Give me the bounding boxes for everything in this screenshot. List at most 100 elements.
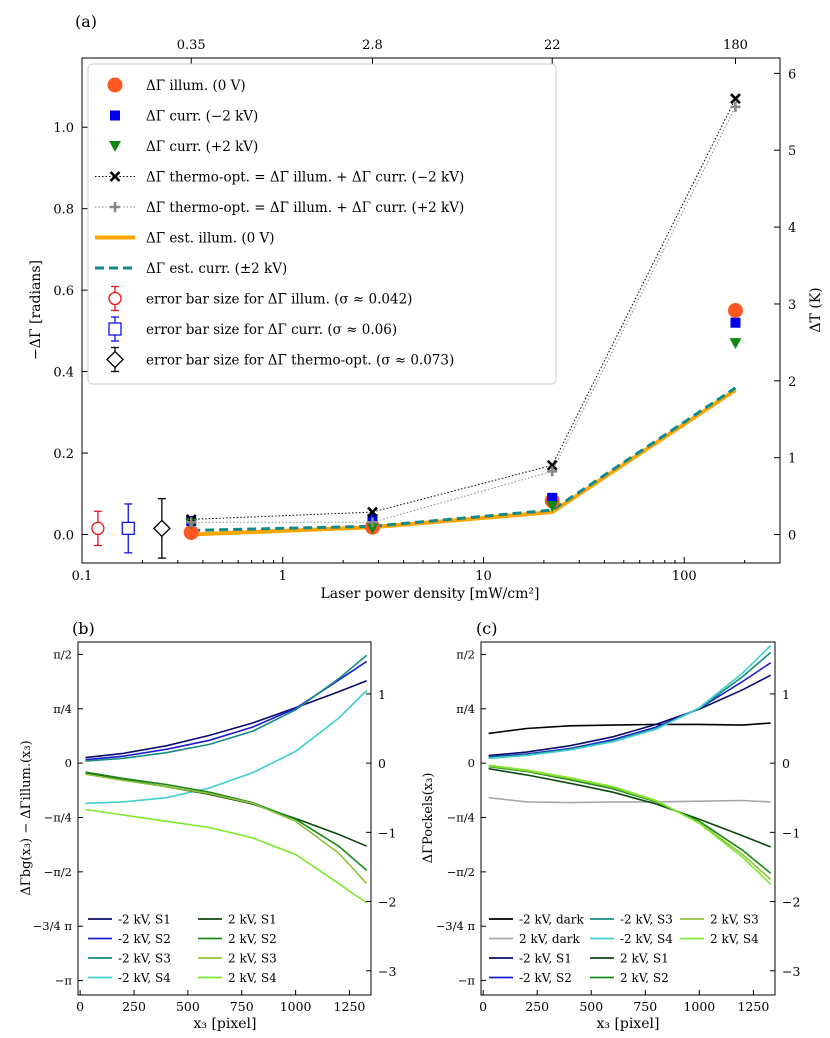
y2-tick-label: 0: [378, 756, 386, 771]
legend-frame: [87, 63, 557, 385]
error-marker: [121, 521, 135, 536]
legend-label: 2 kV, S4: [228, 971, 277, 985]
legend-label: -2 kV, S1: [519, 952, 572, 966]
point-triangle: [729, 338, 742, 350]
series-line: [85, 680, 367, 759]
y2-tick-label: −3: [782, 964, 800, 979]
y-tick-label: π/4: [53, 702, 72, 716]
legend-marker: [110, 202, 120, 212]
point-circle: [727, 303, 743, 318]
panel-b-frame: [77, 641, 372, 996]
legend-marker: [108, 291, 122, 306]
legend-marker: [107, 77, 123, 93]
series-line: [488, 651, 772, 759]
legend-entry: -2 kV, S3: [88, 952, 171, 966]
legend-label: ΔΓ est. curr. (±2 kV): [146, 261, 287, 277]
y-tick-label: π/2: [53, 647, 72, 661]
legend-entry: 2 kV, S2: [590, 971, 669, 985]
x-tick-label: 100: [672, 569, 697, 584]
legend-marker: [106, 350, 124, 369]
y2-tick-label: 4: [788, 221, 796, 236]
legend-entry: 2 kV, S4: [198, 971, 277, 985]
panel-b-y-label: ΔΓbg(x₃) − ΔΓillum.(x₃): [19, 740, 34, 895]
legend-label: error bar size for ΔΓ curr. (σ ≈ 0.06): [146, 322, 397, 338]
y-tick-label: π/2: [456, 647, 475, 661]
legend-label: 2 kV, S2: [620, 971, 669, 985]
series-line: [488, 722, 771, 735]
y-tick-label: 0.6: [53, 284, 74, 299]
point-square: [547, 492, 558, 503]
y-tick-label: −3/4 π: [33, 919, 73, 933]
x-tick-label: 500: [579, 999, 603, 1014]
y2-tick-label: 0: [788, 529, 796, 544]
legend-label: 2 kV, dark: [519, 932, 580, 946]
series-line: [488, 765, 772, 880]
point-plus: [367, 517, 378, 528]
legend-label: -2 kV, S4: [118, 971, 171, 985]
y-tick-label: 0.8: [53, 203, 74, 218]
legend-marker: [108, 322, 122, 336]
point-square: [730, 317, 741, 328]
y2-tick-label: 1: [782, 687, 790, 702]
point-x: [730, 93, 741, 105]
legend-label: -2 kV, S1: [118, 913, 171, 927]
legend-entry: error bar size for ΔΓ curr. (σ ≈ 0.06): [108, 316, 397, 342]
panel-a-legend: ΔΓ̄ illum. (0 V) ΔΓ curr. (−2 kV) ΔΓ curr.…: [87, 63, 557, 385]
top-tick-label: 180: [723, 38, 748, 53]
y2-tick-label: −1: [782, 825, 800, 840]
y2-tick-label: −2: [782, 895, 800, 910]
legend-entry: 2 kV, S2: [198, 932, 277, 946]
legend-marker: [109, 141, 121, 152]
legend-label: 2 kV, S1: [620, 952, 669, 966]
x-tick-label: 1250: [334, 999, 366, 1014]
y2-tick-label: 1: [378, 687, 386, 702]
legend-label: ΔΓ̄ thermo-opt. = ΔΓ̄ illum. + ΔΓ curr. …: [146, 170, 464, 186]
legend-label: ΔΓ̄ illum. (0 V): [146, 78, 246, 94]
y-tick-label: −π/2: [44, 865, 72, 879]
x-tick-label: 750: [230, 999, 254, 1014]
series-line: [488, 796, 771, 804]
series-line: [488, 767, 771, 848]
legend-label: -2 kV, S3: [118, 952, 171, 966]
panel-a-y-label: −ΔΓ [radians]: [28, 260, 44, 360]
y-tick-label: 0.0: [53, 528, 74, 543]
estimated-illum-line: [191, 388, 737, 537]
x-tick-label: 1250: [737, 999, 769, 1014]
legend-entry: error bar size for ΔΓ̄ thermo-opt. (σ ≈ …: [106, 346, 454, 373]
legend-entry: -2 kV, S1: [489, 952, 572, 966]
x-tick-label: 1000: [280, 999, 312, 1014]
point-plus: [730, 101, 741, 112]
legend-marker: [109, 171, 121, 182]
series-line: [85, 689, 368, 805]
panel-b-x-label: x₃ [pixel]: [194, 1016, 257, 1032]
legend-label: -2 kV, S2: [118, 932, 171, 946]
legend-label: 2 kV, S1: [228, 913, 277, 927]
panel-c-marks: [488, 644, 772, 885]
panel-a-marks: [91, 93, 743, 559]
top-tick-label: 2.8: [362, 38, 383, 53]
x-tick-label: 10: [475, 569, 492, 584]
legend-label: 2 kV, S4: [710, 932, 759, 946]
legend-label: error bar size for ΔΓ̄ illum. (σ ≈ 0.042…: [146, 292, 412, 308]
series-line: [488, 674, 772, 757]
y2-tick-label: 5: [788, 144, 796, 159]
panel-c-frame: [480, 641, 776, 996]
panel-a-y-axis: 0.0 0.2 0.4 0.6 0.8 1.0: [53, 121, 88, 543]
point-circle: [183, 524, 199, 540]
legend-entry: 2 kV, S1: [198, 913, 277, 927]
legend-entry: ΔΓ curr. (−2 kV): [110, 109, 258, 125]
x-tick-label: 0: [76, 999, 84, 1014]
panel-c-legend: -2 kV, dark 2 kV, dark -2 kV, S1 -2 kV, S2 -…: [489, 913, 759, 985]
panel-b-legend: -2 kV, S1 -2 kV, S2 -2 kV, S3 -2 kV, S4 2 kV…: [88, 913, 277, 985]
series-line: [85, 654, 368, 762]
top-tick-label: 22: [544, 38, 561, 53]
legend-entry: 2 kV, dark: [489, 932, 580, 946]
legend-label: 2 kV, S2: [228, 932, 277, 946]
legend-marker: [110, 110, 120, 121]
x-tick-label: 0: [479, 999, 487, 1014]
series-line: [85, 772, 368, 847]
y2-tick-label: −2: [378, 895, 396, 910]
series-line: [85, 773, 368, 885]
legend-label: -2 kV, dark: [519, 913, 585, 927]
